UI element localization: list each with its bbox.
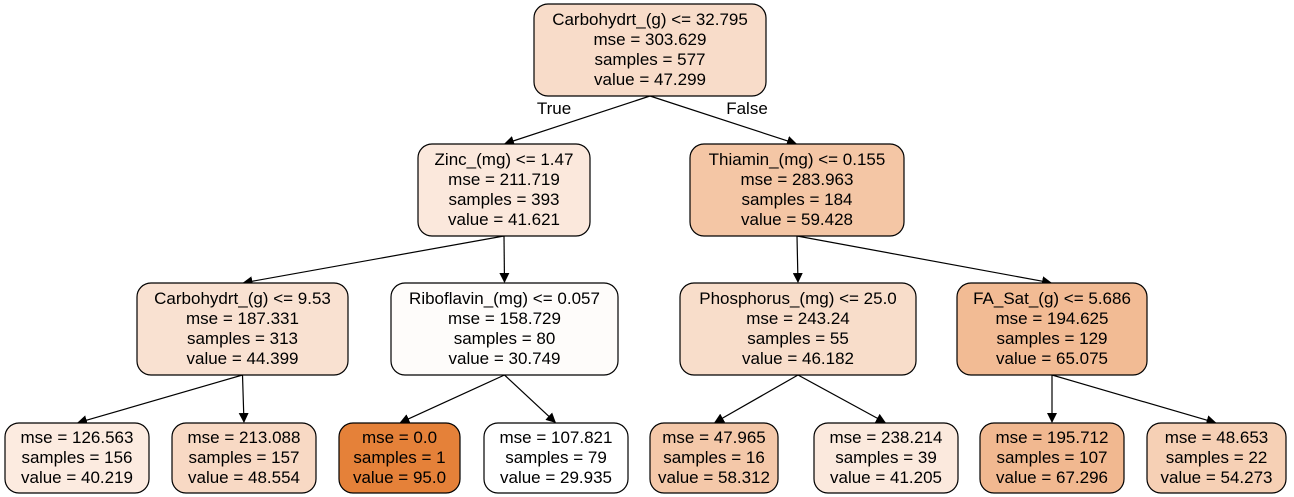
- node-box: [390, 282, 619, 376]
- edge-label-false: False: [726, 99, 768, 118]
- node-line: samples = 577: [594, 50, 705, 69]
- edges-layer: True False: [76, 95, 1217, 426]
- node-line: value = 30.749: [448, 349, 560, 368]
- edge-n1-n3: [242, 235, 505, 287]
- node-line: value = 44.399: [186, 349, 298, 368]
- node-line: value = 29.935: [500, 468, 612, 487]
- edge-n0-n1: True: [504, 95, 651, 146]
- node-line: samples = 22: [1166, 448, 1268, 467]
- node-line: value = 41.205: [830, 468, 942, 487]
- node-line: mse = 187.331: [186, 309, 299, 328]
- node-box: [136, 282, 349, 376]
- node-line: value = 95.0: [353, 468, 446, 487]
- edge-n2-n6: [796, 235, 1053, 287]
- edge-label-true: True: [537, 99, 571, 118]
- node-line: value = 58.312: [658, 468, 770, 487]
- node-line: samples = 313: [187, 329, 298, 348]
- node-box: [679, 282, 917, 376]
- edge-n3-n8: [238, 374, 249, 424]
- node-box: [4, 422, 150, 494]
- node-line: value = 54.273: [1160, 468, 1272, 487]
- node-line: mse = 107.821: [500, 428, 613, 447]
- edge-n5-n12: [797, 374, 887, 424]
- node-line: Riboflavin_(mg) <= 0.057: [409, 289, 600, 308]
- node-line: FA_Sat_(g) <= 5.686: [973, 289, 1131, 308]
- node-line: samples = 55: [747, 329, 849, 348]
- node-line: value = 40.219: [21, 468, 133, 487]
- node-line: Phosphorus_(mg) <= 25.0: [699, 289, 897, 308]
- node-line: value = 47.299: [594, 70, 706, 89]
- node-line: mse = 213.088: [188, 428, 301, 447]
- node-line: samples = 129: [996, 329, 1107, 348]
- edge-n5-n11: [713, 374, 799, 424]
- node-line: mse = 158.729: [448, 309, 561, 328]
- node-line: samples = 39: [835, 448, 937, 467]
- node-box: [171, 422, 317, 494]
- node-line: value = 41.621: [448, 210, 560, 229]
- node-box: [533, 3, 767, 97]
- edge-n4-n9: [399, 374, 505, 424]
- node-line: samples = 156: [21, 448, 132, 467]
- node-line: mse = 211.719: [448, 170, 560, 189]
- node-line: value = 46.182: [742, 349, 854, 368]
- node-box: [956, 282, 1148, 376]
- node-line: value = 65.075: [996, 349, 1108, 368]
- node-line: samples = 1: [353, 448, 445, 467]
- node-box: [649, 422, 779, 494]
- node-box: [979, 422, 1125, 494]
- edge-n0-n2: False: [649, 95, 797, 146]
- node-line: samples = 16: [663, 448, 765, 467]
- node-line: value = 48.554: [188, 468, 300, 487]
- node-box: [483, 422, 629, 494]
- edge-n2-n5: [792, 235, 803, 283]
- node-line: mse = 238.214: [830, 428, 943, 447]
- node-line: mse = 195.712: [996, 428, 1109, 447]
- edge-n6-n14: [1051, 374, 1217, 425]
- node-line: Thiamin_(mg) <= 0.155: [709, 150, 886, 169]
- node-line: samples = 79: [505, 448, 607, 467]
- node-box: [689, 143, 905, 237]
- node-line: samples = 184: [741, 190, 852, 209]
- node-line: Carbohydrt_(g) <= 9.53: [154, 289, 331, 308]
- node-line: value = 59.428: [741, 210, 853, 229]
- node-line: mse = 303.629: [594, 30, 707, 49]
- node-line: mse = 48.653: [1165, 428, 1269, 447]
- node-line: mse = 126.563: [21, 428, 134, 447]
- node-line: samples = 80: [454, 329, 556, 348]
- node-line: mse = 47.965: [662, 428, 766, 447]
- node-line: mse = 283.963: [741, 170, 854, 189]
- node-line: samples = 107: [996, 448, 1107, 467]
- node-box: [1146, 422, 1287, 494]
- node-line: mse = 243.24: [746, 309, 850, 328]
- node-box: [813, 422, 959, 494]
- node-line: samples = 157: [188, 448, 299, 467]
- node-line: Carbohydrt_(g) <= 32.795: [552, 10, 748, 29]
- edge-n4-n10: [504, 374, 557, 423]
- node-line: mse = 194.625: [996, 309, 1109, 328]
- node-line: mse = 0.0: [362, 428, 437, 447]
- node-box: [338, 422, 461, 494]
- edge-n3-n7: [76, 374, 243, 426]
- node-box: [417, 143, 591, 237]
- node-line: samples = 393: [448, 190, 559, 209]
- node-line: Zinc_(mg) <= 1.47: [435, 150, 574, 169]
- node-line: value = 67.296: [996, 468, 1108, 487]
